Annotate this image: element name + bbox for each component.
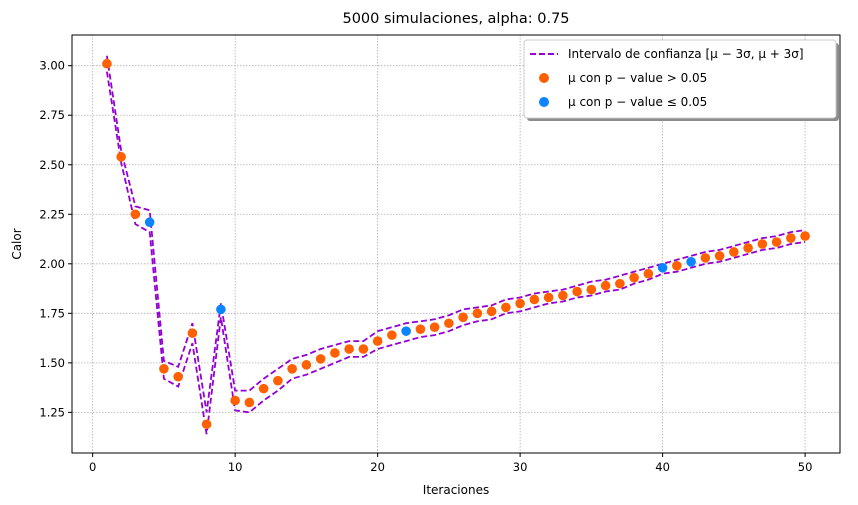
point-not-significant xyxy=(515,298,525,309)
plot-area xyxy=(71,34,841,454)
point-not-significant xyxy=(786,233,796,243)
point-not-significant xyxy=(643,268,654,279)
point-not-significant xyxy=(486,306,497,317)
legend: Intervalo de confianza [μ − 3σ, μ + 3σ] … xyxy=(523,39,839,121)
point-not-significant xyxy=(344,344,354,354)
point-not-significant xyxy=(159,364,169,374)
point-not-significant xyxy=(714,251,725,261)
point-not-significant xyxy=(615,278,625,289)
point-significant xyxy=(216,304,226,315)
chart-title: 5000 simulaciones, alpha: 0.75 xyxy=(342,11,569,27)
legend-marker-significant xyxy=(539,97,549,107)
point-not-significant xyxy=(558,290,568,301)
legend-box xyxy=(523,39,837,119)
point-not-significant xyxy=(672,260,682,271)
y-tick-label: 1.25 xyxy=(39,405,65,419)
point-not-significant xyxy=(230,395,240,406)
x-tick-label: 50 xyxy=(798,460,813,474)
point-not-significant xyxy=(372,336,383,346)
point-significant xyxy=(657,262,668,273)
legend-marker-not-significant xyxy=(539,73,549,83)
y-tick-label: 3.00 xyxy=(39,59,65,73)
point-not-significant xyxy=(600,280,611,291)
point-not-significant xyxy=(301,360,312,370)
point-not-significant xyxy=(771,237,782,247)
point-not-significant xyxy=(529,294,540,305)
x-tick-label: 20 xyxy=(370,460,385,474)
point-not-significant xyxy=(387,330,397,340)
point-not-significant xyxy=(743,243,753,253)
point-not-significant xyxy=(244,397,255,408)
y-tick-label: 1.75 xyxy=(39,306,65,320)
x-tick-label: 0 xyxy=(89,460,96,474)
point-not-significant xyxy=(187,328,198,338)
point-not-significant xyxy=(287,364,297,374)
x-tick-label: 10 xyxy=(228,460,243,474)
point-significant xyxy=(401,326,411,336)
point-not-significant xyxy=(201,419,212,430)
y-tick-label: 1.50 xyxy=(39,356,65,370)
legend-label-interval: Intervalo de confianza [μ − 3σ, μ + 3σ] xyxy=(568,47,804,61)
point-not-significant xyxy=(586,284,597,295)
point-not-significant xyxy=(543,292,554,303)
y-tick-label: 2.50 xyxy=(39,158,65,172)
point-not-significant xyxy=(173,371,183,382)
point-not-significant xyxy=(501,302,511,313)
point-not-significant xyxy=(444,318,454,329)
plot-frame xyxy=(71,34,841,454)
x-axis-title: Iteraciones xyxy=(423,483,489,497)
y-axis-title: Calor xyxy=(10,228,24,259)
interval-lower-line xyxy=(106,71,806,435)
y-tick-label: 2.25 xyxy=(39,207,65,221)
point-not-significant xyxy=(458,312,468,323)
y-tick-label: 2.00 xyxy=(39,257,65,271)
legend-label-not-significant: μ con p − value > 0.05 xyxy=(568,71,707,85)
point-not-significant xyxy=(358,344,369,354)
x-tick-label: 40 xyxy=(655,460,670,474)
point-not-significant xyxy=(729,247,739,257)
point-not-significant xyxy=(330,348,340,358)
y-tick-label: 2.75 xyxy=(39,108,65,122)
point-not-significant xyxy=(757,239,768,249)
interval-upper-line xyxy=(106,55,806,413)
point-not-significant xyxy=(700,253,711,263)
point-not-significant xyxy=(472,308,483,319)
point-not-significant xyxy=(800,231,810,241)
point-not-significant xyxy=(315,354,326,364)
legend-label-significant: μ con p − value ≤ 0.05 xyxy=(568,95,707,109)
point-significant xyxy=(686,257,696,267)
point-not-significant xyxy=(130,209,141,220)
point-significant xyxy=(144,217,155,228)
point-not-significant xyxy=(572,286,582,297)
x-tick-label: 30 xyxy=(513,460,528,474)
point-not-significant xyxy=(116,152,126,162)
point-not-significant xyxy=(429,322,440,333)
point-not-significant xyxy=(415,324,426,334)
point-not-significant xyxy=(102,58,112,69)
point-not-significant xyxy=(629,272,639,283)
point-not-significant xyxy=(273,375,283,386)
point-not-significant xyxy=(258,383,269,394)
